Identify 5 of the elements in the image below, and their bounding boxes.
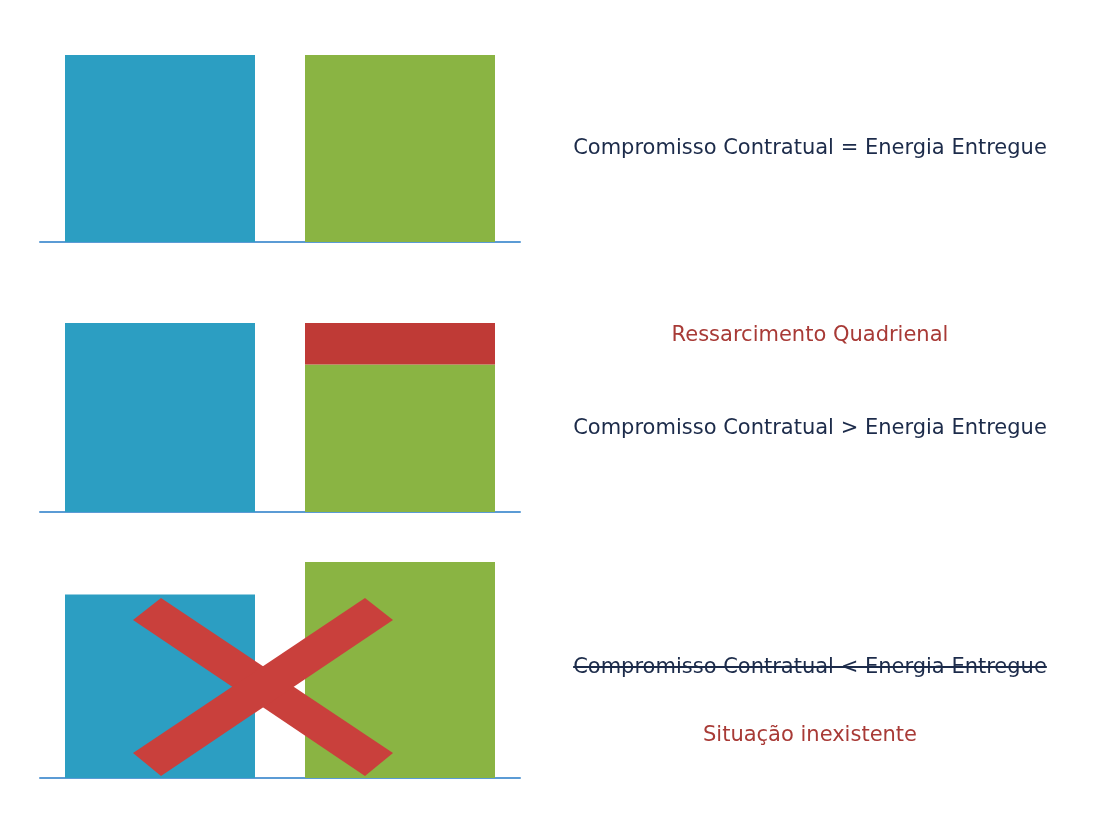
text: Situação inexistente	[702, 722, 918, 746]
text: Ressarcimento Quadrienal	[670, 322, 950, 346]
text: Compromisso Contratual = Energia Entregue	[572, 135, 1048, 159]
text: Compromisso Contratual < Energia Entregue	[572, 654, 1048, 678]
text: Compromisso Contratual > Energia Entregue	[572, 415, 1048, 439]
